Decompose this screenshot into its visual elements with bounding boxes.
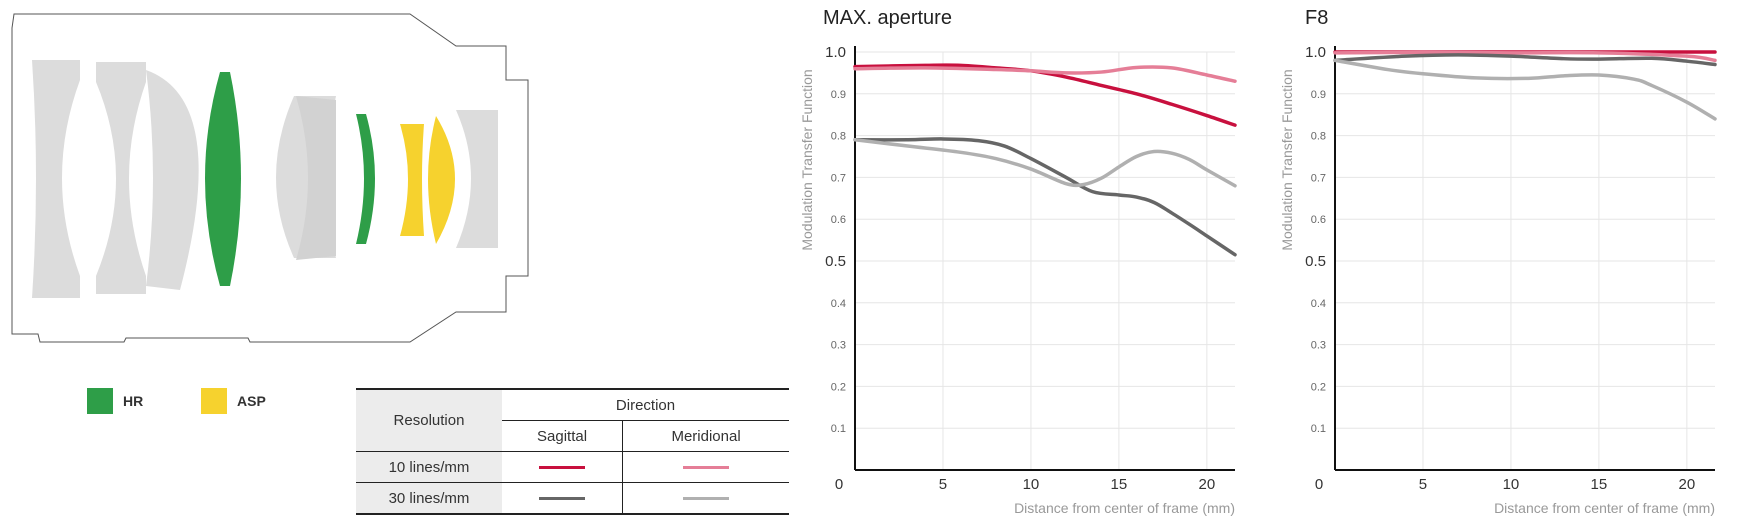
row-30-meridional bbox=[622, 482, 789, 515]
lens-element-hr-1 bbox=[205, 72, 241, 286]
x-tick-label: 5 bbox=[939, 476, 947, 493]
asp-label: ASP bbox=[237, 393, 266, 409]
row-10-sagittal bbox=[502, 451, 623, 483]
x-tick-label: 0 bbox=[835, 476, 843, 493]
y-tick-label: 0.8 bbox=[831, 131, 846, 143]
direction-header: Direction bbox=[502, 388, 789, 421]
y-tick-label: 0.5 bbox=[825, 253, 846, 270]
lens-element-hr-2 bbox=[356, 114, 375, 244]
chart-title: F8 bbox=[1305, 7, 1328, 29]
y-tick-label: 0.4 bbox=[1311, 298, 1326, 310]
y-tick-label: 0.9 bbox=[831, 89, 846, 101]
y-tick-label: 1.0 bbox=[825, 44, 846, 61]
series-line-3 bbox=[853, 138, 1237, 188]
x-axis-title: Distance from center of frame (mm) bbox=[1494, 500, 1715, 516]
y-tick-label: 0.7 bbox=[831, 172, 846, 184]
meridional-header: Meridional bbox=[622, 420, 789, 452]
x-tick-label: 20 bbox=[1679, 476, 1696, 493]
y-tick-label: 0.8 bbox=[1311, 131, 1326, 143]
y-tick-label: 0.9 bbox=[1311, 89, 1326, 101]
swatch-30-sagittal bbox=[539, 497, 586, 501]
series-line-0 bbox=[853, 63, 1237, 127]
y-tick-label: 0.5 bbox=[1305, 253, 1326, 270]
series-line-1 bbox=[853, 65, 1237, 84]
y-axis-title: Modulation Transfer Function bbox=[799, 69, 815, 250]
swatch-30-meridional bbox=[683, 497, 730, 501]
lens-barrel-outline bbox=[11, 13, 529, 343]
resolution-header: Resolution bbox=[356, 388, 502, 452]
y-tick-label: 0.7 bbox=[1311, 172, 1326, 184]
swatch-10-sagittal bbox=[539, 466, 586, 470]
row-30-sagittal bbox=[502, 482, 623, 515]
lens-element-1 bbox=[32, 60, 80, 298]
y-tick-label: 0.1 bbox=[1311, 423, 1326, 435]
sagittal-header: Sagittal bbox=[537, 427, 588, 445]
asp-swatch bbox=[201, 388, 227, 414]
mtf-chart-f8: F8 0.1 0.2 0.3 0.4 0.5 0.6 0.7 0.8 0.9 1.0 0 5 10 15 20… bbox=[1279, 7, 1717, 516]
x-tick-label: 15 bbox=[1591, 476, 1608, 493]
chart-title: MAX. aperture bbox=[823, 7, 952, 29]
mtf-chart-max-aperture: MAX. aperture 0.1 0.2 0.3 0.4 0.5 0.6 0.7 0.8 0.9… bbox=[799, 7, 1237, 516]
series-line-2 bbox=[1333, 53, 1717, 67]
series-line-2 bbox=[853, 137, 1237, 257]
row-10-label: 10 lines/mm bbox=[356, 451, 502, 483]
lens-element-6 bbox=[296, 96, 336, 260]
row-10-meridional bbox=[622, 451, 789, 483]
y-tick-label: 1.0 bbox=[1305, 44, 1326, 61]
y-axis-title: Modulation Transfer Function bbox=[1279, 69, 1295, 250]
row-30-label: 30 lines/mm bbox=[356, 482, 502, 515]
y-tick-label: 0.3 bbox=[1311, 340, 1326, 352]
y-tick-label: 0.3 bbox=[831, 340, 846, 352]
y-tick-label: 0.2 bbox=[831, 381, 846, 393]
x-tick-label: 5 bbox=[1419, 476, 1427, 493]
y-tick-label: 0.2 bbox=[1311, 381, 1326, 393]
x-tick-label: 10 bbox=[1023, 476, 1040, 493]
hr-label: HR bbox=[123, 393, 144, 409]
x-tick-label: 10 bbox=[1503, 476, 1520, 493]
y-tick-label: 0.4 bbox=[831, 298, 846, 310]
legend-item-asp: ASP bbox=[201, 388, 266, 414]
legend-item-hr: HR bbox=[87, 388, 143, 414]
hr-swatch bbox=[87, 388, 113, 414]
series-line-3 bbox=[1333, 58, 1717, 121]
lens-element-asp-1 bbox=[400, 124, 424, 236]
x-tick-label: 15 bbox=[1111, 476, 1128, 493]
series-line-1 bbox=[1333, 50, 1717, 63]
lens-element-asp-2 bbox=[428, 116, 455, 244]
y-tick-label: 0.6 bbox=[831, 214, 846, 226]
y-tick-label: 0.1 bbox=[831, 423, 846, 435]
x-tick-label: 20 bbox=[1199, 476, 1216, 493]
lens-element-last bbox=[456, 110, 498, 248]
lens-element-2 bbox=[96, 62, 146, 294]
lens-diagram bbox=[11, 13, 529, 343]
lens-element-3 bbox=[146, 70, 199, 290]
y-tick-label: 0.6 bbox=[1311, 214, 1326, 226]
x-tick-label: 0 bbox=[1315, 476, 1323, 493]
x-axis-title: Distance from center of frame (mm) bbox=[1014, 500, 1235, 516]
swatch-10-meridional bbox=[683, 466, 730, 470]
mtf-key-table: Resolution Direction Sagittal Meridional… bbox=[356, 388, 789, 515]
